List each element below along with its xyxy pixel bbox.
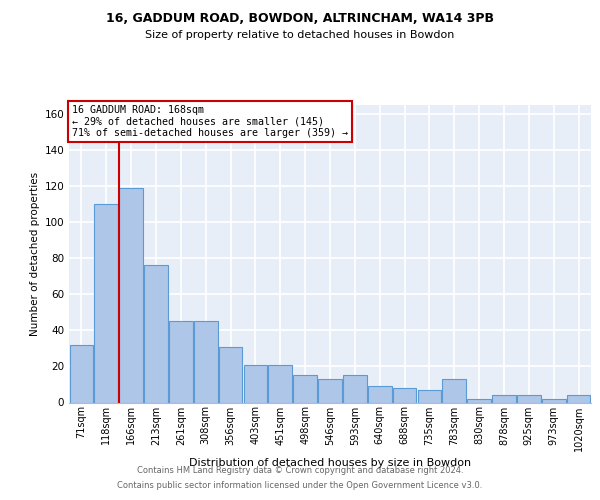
- Bar: [567, 396, 590, 402]
- Bar: [144, 266, 168, 402]
- Bar: [542, 399, 566, 402]
- Bar: [244, 364, 267, 403]
- Y-axis label: Number of detached properties: Number of detached properties: [30, 172, 40, 336]
- Bar: [94, 204, 118, 402]
- Text: Contains HM Land Registry data © Crown copyright and database right 2024.: Contains HM Land Registry data © Crown c…: [137, 466, 463, 475]
- Bar: [119, 188, 143, 402]
- Text: Contains public sector information licensed under the Open Government Licence v3: Contains public sector information licen…: [118, 481, 482, 490]
- X-axis label: Distribution of detached houses by size in Bowdon: Distribution of detached houses by size …: [189, 458, 471, 468]
- Bar: [169, 322, 193, 402]
- Bar: [442, 379, 466, 402]
- Bar: [70, 345, 93, 403]
- Bar: [393, 388, 416, 402]
- Text: Size of property relative to detached houses in Bowdon: Size of property relative to detached ho…: [145, 30, 455, 40]
- Bar: [293, 376, 317, 402]
- Text: 16 GADDUM ROAD: 168sqm
← 29% of detached houses are smaller (145)
71% of semi-de: 16 GADDUM ROAD: 168sqm ← 29% of detached…: [71, 106, 347, 138]
- Text: 16, GADDUM ROAD, BOWDON, ALTRINCHAM, WA14 3PB: 16, GADDUM ROAD, BOWDON, ALTRINCHAM, WA1…: [106, 12, 494, 26]
- Bar: [194, 322, 218, 402]
- Bar: [418, 390, 441, 402]
- Bar: [492, 396, 516, 402]
- Bar: [318, 379, 342, 402]
- Bar: [517, 396, 541, 402]
- Bar: [219, 346, 242, 403]
- Bar: [268, 364, 292, 403]
- Bar: [343, 376, 367, 402]
- Bar: [467, 399, 491, 402]
- Bar: [368, 386, 392, 402]
